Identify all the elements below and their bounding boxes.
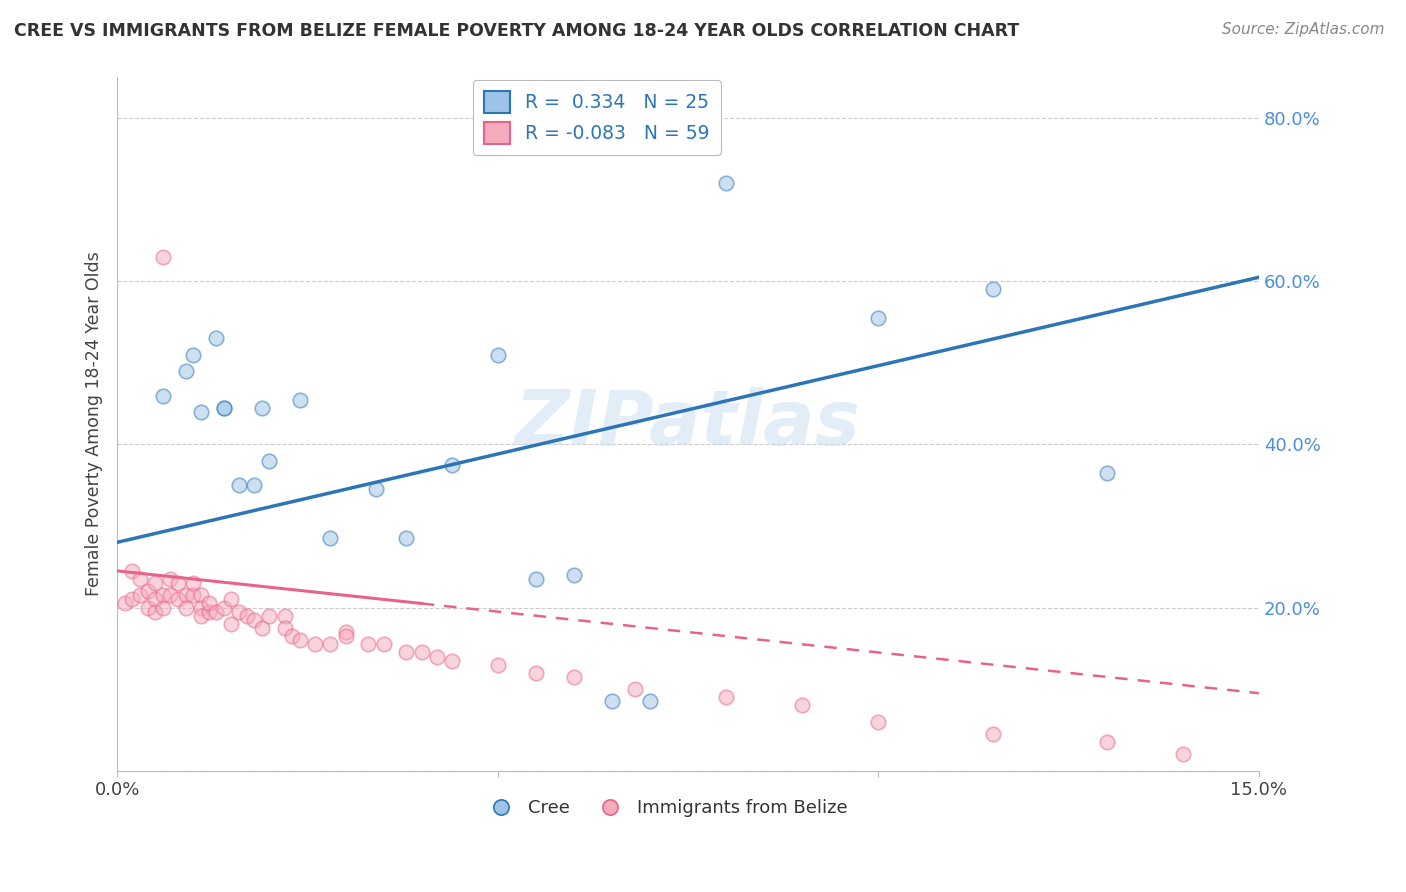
Point bbox=[121, 592, 143, 607]
Point bbox=[152, 388, 174, 402]
Point bbox=[197, 597, 219, 611]
Point bbox=[212, 600, 235, 615]
Point bbox=[281, 629, 304, 643]
Point bbox=[143, 605, 166, 619]
Point bbox=[143, 592, 166, 607]
Point bbox=[426, 649, 449, 664]
Point bbox=[304, 637, 326, 651]
Point bbox=[136, 584, 159, 599]
Point bbox=[623, 682, 645, 697]
Point bbox=[136, 600, 159, 615]
Point bbox=[524, 572, 547, 586]
Point bbox=[152, 588, 174, 602]
Point bbox=[174, 600, 197, 615]
Point bbox=[714, 690, 737, 705]
Point bbox=[152, 600, 174, 615]
Point bbox=[159, 572, 181, 586]
Point bbox=[114, 597, 136, 611]
Point bbox=[335, 625, 357, 640]
Point bbox=[121, 564, 143, 578]
Point bbox=[190, 600, 212, 615]
Point bbox=[250, 401, 273, 415]
Point bbox=[212, 401, 235, 415]
Point bbox=[714, 177, 737, 191]
Point bbox=[205, 605, 228, 619]
Point bbox=[181, 348, 204, 362]
Point bbox=[1171, 747, 1194, 762]
Point bbox=[319, 531, 342, 545]
Point bbox=[167, 576, 190, 591]
Point bbox=[152, 250, 174, 264]
Point bbox=[221, 592, 243, 607]
Point bbox=[441, 458, 464, 472]
Point bbox=[273, 608, 295, 623]
Point bbox=[235, 608, 257, 623]
Point bbox=[212, 401, 235, 415]
Point bbox=[357, 637, 380, 651]
Point bbox=[167, 592, 190, 607]
Point bbox=[411, 645, 433, 659]
Point bbox=[190, 405, 212, 419]
Point bbox=[273, 621, 295, 635]
Point bbox=[319, 637, 342, 651]
Point bbox=[868, 714, 890, 729]
Point bbox=[197, 605, 219, 619]
Point bbox=[228, 478, 250, 492]
Point bbox=[129, 572, 152, 586]
Point bbox=[562, 568, 585, 582]
Point bbox=[159, 588, 181, 602]
Point bbox=[174, 364, 197, 378]
Point bbox=[562, 670, 585, 684]
Text: ZIPatlas: ZIPatlas bbox=[515, 387, 860, 461]
Point bbox=[524, 665, 547, 680]
Text: CREE VS IMMIGRANTS FROM BELIZE FEMALE POVERTY AMONG 18-24 YEAR OLDS CORRELATION : CREE VS IMMIGRANTS FROM BELIZE FEMALE PO… bbox=[14, 22, 1019, 40]
Point bbox=[1095, 735, 1118, 749]
Point bbox=[143, 576, 166, 591]
Point bbox=[981, 283, 1004, 297]
Point bbox=[792, 698, 814, 713]
Legend: Cree, Immigrants from Belize: Cree, Immigrants from Belize bbox=[475, 791, 855, 824]
Point bbox=[129, 588, 152, 602]
Point bbox=[1095, 466, 1118, 480]
Point bbox=[486, 348, 509, 362]
Point bbox=[288, 392, 311, 407]
Point bbox=[243, 613, 266, 627]
Point bbox=[486, 657, 509, 672]
Point bbox=[181, 588, 204, 602]
Point bbox=[221, 616, 243, 631]
Point bbox=[395, 531, 418, 545]
Point bbox=[190, 588, 212, 602]
Point bbox=[228, 605, 250, 619]
Point bbox=[174, 588, 197, 602]
Point bbox=[288, 633, 311, 648]
Point bbox=[600, 694, 623, 708]
Point bbox=[395, 645, 418, 659]
Point bbox=[190, 608, 212, 623]
Point bbox=[868, 311, 890, 326]
Point bbox=[335, 629, 357, 643]
Text: Source: ZipAtlas.com: Source: ZipAtlas.com bbox=[1222, 22, 1385, 37]
Point bbox=[373, 637, 395, 651]
Point bbox=[259, 454, 281, 468]
Point bbox=[243, 478, 266, 492]
Point bbox=[364, 483, 387, 497]
Point bbox=[441, 654, 464, 668]
Point bbox=[638, 694, 661, 708]
Point bbox=[250, 621, 273, 635]
Point bbox=[981, 727, 1004, 741]
Point bbox=[259, 608, 281, 623]
Y-axis label: Female Poverty Among 18-24 Year Olds: Female Poverty Among 18-24 Year Olds bbox=[86, 252, 103, 597]
Point bbox=[181, 576, 204, 591]
Point bbox=[205, 331, 228, 345]
